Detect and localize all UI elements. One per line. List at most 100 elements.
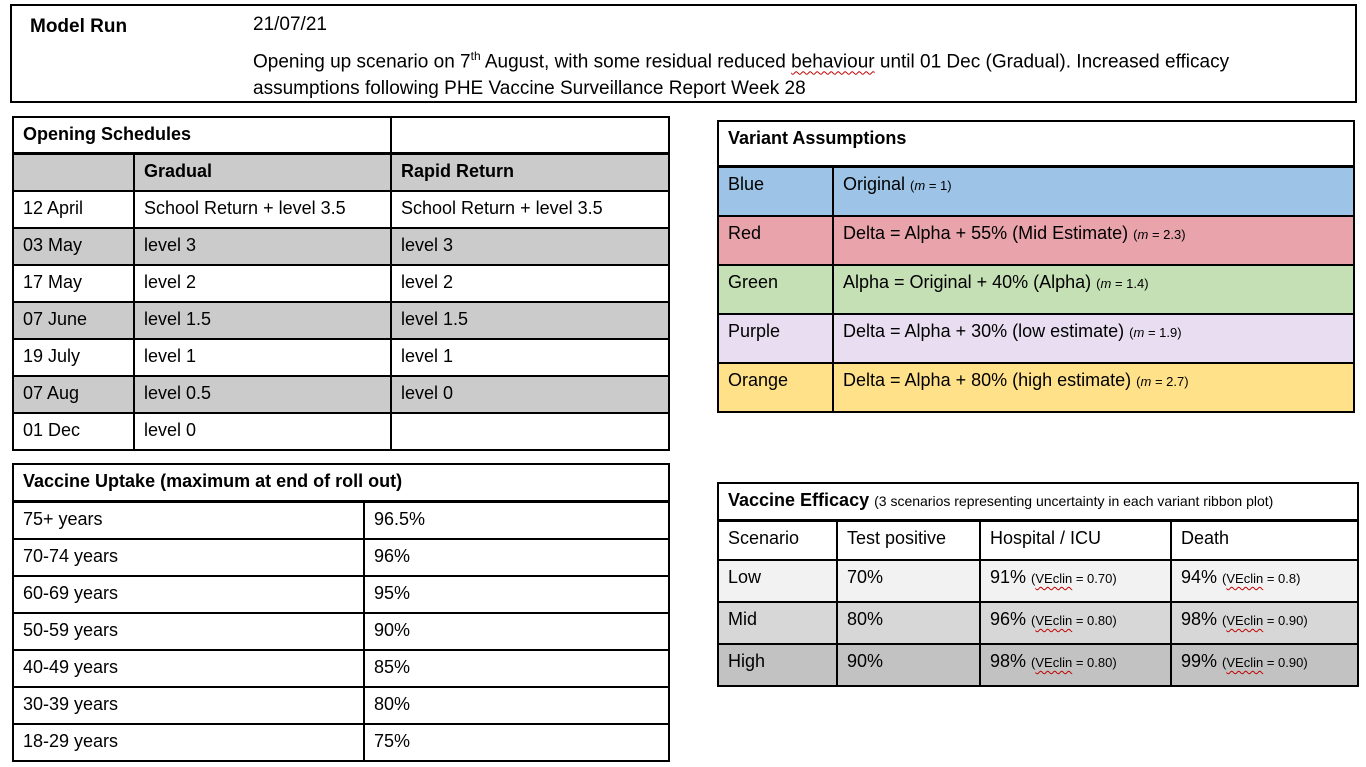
- uptake-age-group-cell: 70-74 years: [12, 538, 365, 577]
- uptake-percent-cell: 95%: [363, 575, 670, 614]
- variant-description-cell: Delta = Alpha + 80% (high estimate) (m =…: [832, 362, 1355, 413]
- variant-description-cell: Delta = Alpha + 55% (Mid Estimate) (m = …: [832, 215, 1355, 266]
- vaccine-efficacy-title: Vaccine Efficacy: [728, 490, 870, 510]
- uptake-age-group-cell: 40-49 years: [12, 649, 365, 688]
- opening-rapid-cell: [390, 412, 670, 451]
- hospital-value: 96%: [990, 609, 1032, 629]
- desc-pre: Opening up scenario on 7: [253, 51, 471, 73]
- opening-schedules-title-row: Opening Schedules: [12, 116, 670, 155]
- cell-note: (VEclin = 0.90): [1222, 655, 1308, 670]
- m-symbol: m: [1140, 374, 1152, 389]
- efficacy-col-test-positive: Test positive: [836, 519, 981, 561]
- vaccine-efficacy-row: High 90% 98% (VEclin = 0.80) 99% (VEclin = …: [717, 643, 1360, 687]
- vaccine-uptake-row: 70-74 years 96%: [12, 538, 670, 577]
- efficacy-scenario-cell: Mid: [717, 601, 838, 645]
- variant-assumptions-title-row: Variant Assumptions: [717, 120, 1355, 168]
- opening-schedule-row: 12 April School Return + level 3.5 School …: [12, 190, 670, 229]
- desc-post: until 01 Dec (Gradual). Increased effica…: [253, 51, 1230, 100]
- cell-note: (m = 2.7): [1136, 374, 1189, 389]
- variant-color-label-cell: Red: [717, 215, 834, 266]
- opening-rapid-cell: level 1: [390, 338, 670, 377]
- spellcheck-word: VEclin: [1035, 655, 1073, 670]
- cell-note: (VEclin = 0.80): [1031, 655, 1117, 670]
- cell-note: (VEclin = 0.90): [1222, 613, 1308, 628]
- opening-schedule-row: 17 May level 2 level 2: [12, 264, 670, 303]
- variant-description-cell: Delta = Alpha + 30% (low estimate) (m = …: [832, 313, 1355, 364]
- vaccine-uptake-title: Vaccine Uptake (maximum at end of roll o…: [12, 463, 670, 503]
- opening-gradual-cell: level 0.5: [133, 375, 392, 414]
- vaccine-efficacy-row: Mid 80% 96% (VEclin = 0.80) 98% (VEclin = 0…: [717, 601, 1360, 645]
- opening-col-empty: [12, 152, 135, 192]
- efficacy-test-positive-cell: 80%: [836, 601, 981, 645]
- spellcheck-word: VEclin: [1035, 571, 1073, 586]
- m-symbol: m: [1100, 276, 1112, 291]
- hospital-value: 91%: [990, 567, 1032, 587]
- uptake-percent-cell: 96.5%: [363, 500, 670, 540]
- desc-mid: August, with some residual reduced: [480, 51, 792, 73]
- cell-note: (VEclin = 0.8): [1222, 571, 1301, 586]
- model-run-content: 21/07/21 Opening up scenario on 7th Augu…: [253, 6, 1355, 101]
- death-value: 98%: [1181, 609, 1223, 629]
- uptake-percent-cell: 75%: [363, 723, 670, 762]
- m-symbol: m: [1137, 227, 1149, 242]
- opening-schedules-title: Opening Schedules: [12, 116, 392, 155]
- opening-date-cell: 07 June: [12, 301, 135, 340]
- spellcheck-word: VEclin: [1035, 613, 1073, 628]
- spellcheck-word: VEclin: [1226, 655, 1264, 670]
- efficacy-test-positive-cell: 90%: [836, 643, 981, 687]
- opening-gradual-cell: level 3: [133, 227, 392, 266]
- vaccine-uptake-table: Vaccine Uptake (maximum at end of roll o…: [12, 463, 670, 762]
- efficacy-test-positive-cell: 70%: [836, 559, 981, 603]
- opening-schedules-table: Opening Schedules Gradual Rapid Return 1…: [12, 116, 670, 451]
- opening-gradual-cell: level 1.5: [133, 301, 392, 340]
- opening-schedule-row: 07 Aug level 0.5 level 0: [12, 375, 670, 414]
- opening-date-cell: 19 July: [12, 338, 135, 377]
- variant-description-text: Alpha = Original + 40% (Alpha): [843, 272, 1097, 292]
- opening-schedules-title-empty-cell: [390, 116, 670, 155]
- opening-gradual-cell: level 2: [133, 264, 392, 303]
- vaccine-efficacy-row: Low 70% 91% (VEclin = 0.70) 94% (VEclin = 0…: [717, 559, 1360, 603]
- efficacy-hospital-cell: 91% (VEclin = 0.70): [979, 559, 1172, 603]
- cell-note: (m = 1): [910, 178, 952, 193]
- death-value: 94%: [1181, 567, 1223, 587]
- vaccine-uptake-row: 40-49 years 85%: [12, 649, 670, 688]
- vaccine-uptake-body: 75+ years 96.5% 70-74 years 96% 60-69 years 9…: [12, 500, 670, 762]
- opening-col-gradual: Gradual: [133, 152, 392, 192]
- opening-rapid-cell: School Return + level 3.5: [390, 190, 670, 229]
- vaccine-uptake-title-row: Vaccine Uptake (maximum at end of roll o…: [12, 463, 670, 503]
- opening-date-cell: 12 April: [12, 190, 135, 229]
- opening-gradual-cell: level 1: [133, 338, 392, 377]
- uptake-percent-cell: 96%: [363, 538, 670, 577]
- uptake-age-group-cell: 30-39 years: [12, 686, 365, 725]
- opening-schedules-body: 12 April School Return + level 3.5 School …: [12, 190, 670, 451]
- efficacy-scenario-cell: Low: [717, 559, 838, 603]
- efficacy-hospital-cell: 98% (VEclin = 0.80): [979, 643, 1172, 687]
- variant-assumptions-title: Variant Assumptions: [717, 120, 1355, 168]
- uptake-percent-cell: 90%: [363, 612, 670, 651]
- cell-note: (m = 1.9): [1129, 325, 1182, 340]
- m-symbol: m: [914, 178, 926, 193]
- variant-row: Orange Delta = Alpha + 80% (high estimate…: [717, 362, 1355, 413]
- opening-gradual-cell: School Return + level 3.5: [133, 190, 392, 229]
- variant-assumptions-table: Variant Assumptions Blue Original (m = 1)…: [717, 120, 1355, 413]
- opening-schedule-row: 07 June level 1.5 level 1.5: [12, 301, 670, 340]
- variant-description-text: Delta = Alpha + 55% (Mid Estimate): [843, 223, 1134, 243]
- vaccine-efficacy-table: Vaccine Efficacy (3 scenarios representi…: [716, 482, 1360, 687]
- opening-date-cell: 17 May: [12, 264, 135, 303]
- desc-spellcheck-word: behaviour: [791, 51, 875, 73]
- model-run-label: Model Run: [30, 16, 128, 37]
- efficacy-col-scenario: Scenario: [717, 519, 838, 561]
- variant-row: Green Alpha = Original + 40% (Alpha) (m =…: [717, 264, 1355, 315]
- vaccine-uptake-row: 60-69 years 95%: [12, 575, 670, 614]
- vaccine-uptake-row: 18-29 years 75%: [12, 723, 670, 762]
- variant-color-label-cell: Orange: [717, 362, 834, 413]
- variant-description-cell: Original (m = 1): [832, 165, 1355, 217]
- variant-row: Purple Delta = Alpha + 30% (low estimate)…: [717, 313, 1355, 364]
- uptake-age-group-cell: 50-59 years: [12, 612, 365, 651]
- opening-schedule-row: 19 July level 1 level 1: [12, 338, 670, 377]
- efficacy-hospital-cell: 96% (VEclin = 0.80): [979, 601, 1172, 645]
- opening-date-cell: 01 Dec: [12, 412, 135, 451]
- efficacy-death-cell: 98% (VEclin = 0.90): [1169, 601, 1360, 645]
- cell-note: (m = 2.3): [1133, 227, 1186, 242]
- spellcheck-word: VEclin: [1226, 613, 1264, 628]
